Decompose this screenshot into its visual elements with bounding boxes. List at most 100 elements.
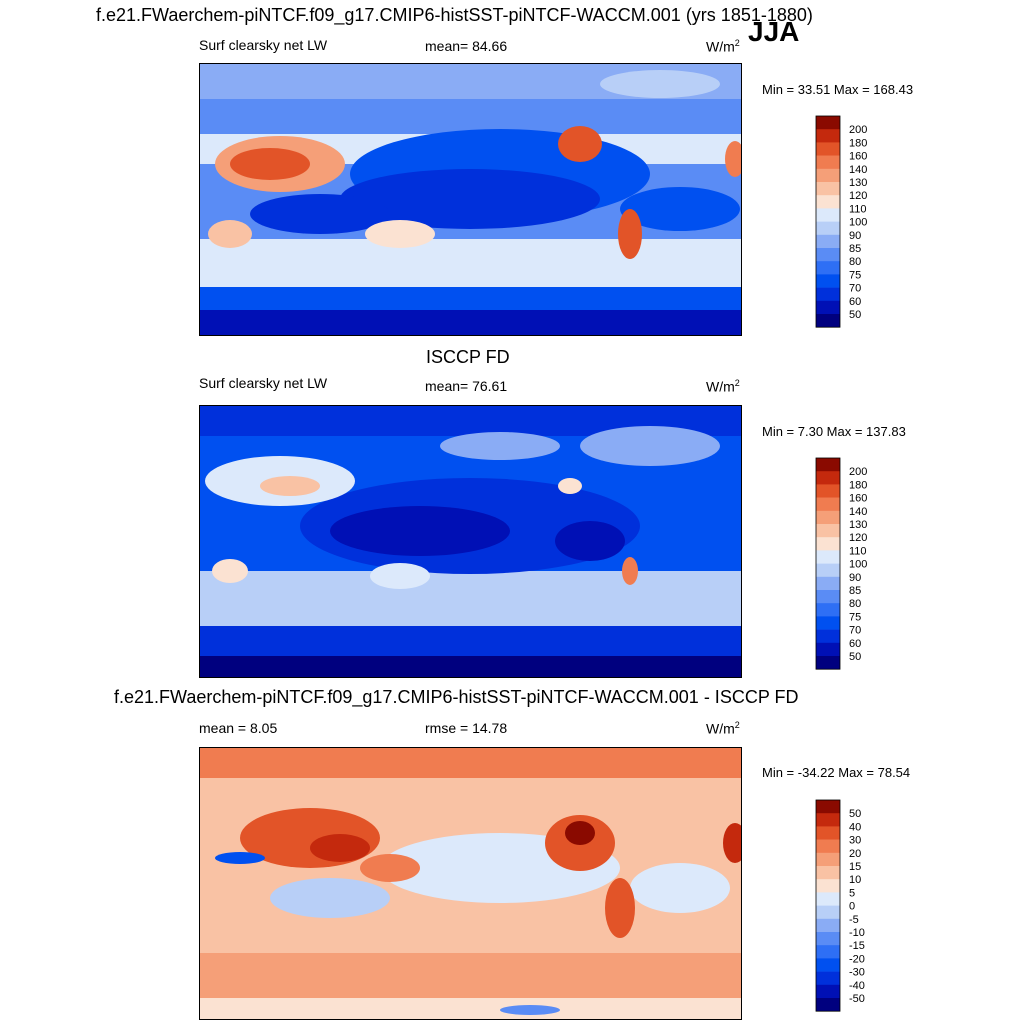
colorbar-tick-label: -15 (849, 940, 865, 952)
panel-3-rmse-label: rmse = 14.78 (425, 720, 508, 736)
colorbar-tick-label: 160 (849, 493, 867, 505)
colorbar-tick-label: 85 (849, 243, 861, 255)
colorbar-swatch (816, 656, 840, 670)
colorbar-swatch (816, 616, 840, 630)
colorbar-tick-label: 70 (849, 283, 861, 295)
colorbar-swatch (816, 984, 840, 999)
colorbar-tick-label: 130 (849, 519, 867, 531)
colorbar-tick-label: 75 (849, 611, 861, 623)
colorbar-tick-label: 200 (849, 466, 867, 478)
colorbar-swatch (816, 168, 840, 183)
colorbar-swatch (816, 261, 840, 275)
colorbar-swatch (816, 576, 840, 591)
colorbar-outline (815, 457, 841, 670)
colorbar-swatch (816, 866, 840, 880)
colorbar-swatch (816, 826, 840, 840)
colorbar-swatch (816, 524, 840, 538)
colorbar-swatch (816, 550, 840, 564)
panel-2-map (199, 405, 742, 678)
colorbar-swatch (816, 314, 840, 328)
colorbar-swatch (816, 603, 840, 617)
panel-3-mean-label: mean = 8.05 (199, 720, 278, 736)
colorbar-swatch (816, 287, 840, 302)
colorbar-swatch (816, 563, 840, 578)
colorbar-swatch (816, 300, 840, 315)
colorbar-outline (815, 799, 841, 1012)
colorbar-swatch (816, 471, 840, 485)
season-label: JJA (748, 16, 800, 47)
colorbar-tick-label: 60 (849, 296, 861, 308)
colorbar-tick-label: 70 (849, 625, 861, 637)
colorbar-swatch (816, 195, 840, 209)
colorbar-tick-label: 10 (849, 874, 861, 886)
colorbar-swatch (816, 918, 840, 933)
colorbar-tick-label: 160 (849, 151, 867, 163)
colorbar-swatch (816, 852, 840, 867)
colorbar-tick-label: 120 (849, 532, 867, 544)
colorbar-tick-label: 90 (849, 230, 861, 242)
colorbar-tick-label: 110 (849, 545, 867, 557)
colorbar-tick-label: 140 (849, 164, 867, 176)
colorbar-tick-label: -20 (849, 953, 865, 965)
panel-2-colorbar: 200 180 160 140 130 120 110 100 90 85 80 75 70 60 50 (815, 457, 896, 670)
panel-1-mean-label: mean= 84.66 (425, 38, 508, 54)
colorbar-tick-label: -40 (849, 980, 865, 992)
colorbar-swatch (816, 958, 840, 972)
colorbar-swatch (816, 458, 840, 472)
colorbar-tick-label: 40 (849, 821, 861, 833)
colorbar-swatch (816, 800, 840, 814)
colorbar-tick-label: 60 (849, 638, 861, 650)
panel-3-colorbar: 50 40 30 20 15 10 5 0 -5 -10 -15 -20 -30 -40 -50 (815, 799, 896, 1012)
colorbar-swatch (816, 590, 840, 604)
colorbar-tick-label: -5 (849, 914, 859, 926)
colorbar-tick-label: 85 (849, 585, 861, 597)
colorbar-tick-label: 120 (849, 190, 867, 202)
panel-1-title: f.e21.FWaerchem-piNTCF.f09_g17.CMIP6-his… (96, 5, 813, 25)
panel-2-min-max: Min = 7.30 Max = 137.83 (762, 424, 906, 439)
colorbar-swatch (816, 142, 840, 156)
colorbar-tick-label: -50 (849, 993, 865, 1005)
colorbar-tick-label: 110 (849, 203, 867, 215)
colorbar-swatch (816, 234, 840, 249)
colorbar-tick-label: 180 (849, 479, 867, 491)
colorbar-tick-label: 80 (849, 256, 861, 268)
colorbar-tick-label: -10 (849, 927, 865, 939)
colorbar-swatch (816, 248, 840, 262)
colorbar-swatch (816, 642, 840, 657)
colorbar-tick-label: 90 (849, 572, 861, 584)
colorbar-tick-label: 50 (849, 309, 861, 321)
panel-2-mean-label: mean= 76.61 (425, 378, 508, 394)
panel-1-map (199, 63, 742, 336)
colorbar-tick-label: -30 (849, 967, 865, 979)
colorbar-swatch (816, 221, 840, 236)
colorbar-swatch (816, 629, 840, 644)
colorbar-tick-label: 140 (849, 506, 867, 518)
colorbar-swatch (816, 892, 840, 906)
colorbar-swatch (816, 155, 840, 170)
colorbar-swatch (816, 879, 840, 893)
colorbar-tick-label: 30 (849, 835, 861, 847)
colorbar-tick-label: 75 (849, 269, 861, 281)
panel-2-title: ISCCP FD (426, 347, 510, 367)
colorbar-swatch (816, 484, 840, 498)
panel-3-map (199, 747, 742, 1020)
colorbar-tick-label: 100 (849, 217, 867, 229)
colorbar-tick-label: 5 (849, 887, 855, 899)
colorbar-tick-label: 80 (849, 598, 861, 610)
panel-2-variable-label: Surf clearsky net LW (199, 375, 328, 391)
colorbar-swatch (816, 945, 840, 959)
colorbar-swatch (816, 182, 840, 196)
colorbar-swatch (816, 839, 840, 854)
panel-1-min-max: Min = 33.51 Max = 168.43 (762, 82, 914, 97)
panel-1-variable-label: Surf clearsky net LW (199, 37, 328, 53)
colorbar-swatch (816, 208, 840, 222)
panel-2-units: W/m2 (706, 378, 740, 395)
colorbar-swatch (816, 274, 840, 288)
colorbar-tick-label: 100 (849, 559, 867, 571)
colorbar-tick-label: 50 (849, 808, 861, 820)
colorbar-outline (815, 115, 841, 328)
colorbar-tick-label: 50 (849, 651, 861, 663)
colorbar-swatch (816, 971, 840, 986)
colorbar-tick-label: 15 (849, 861, 861, 873)
panel-3-title: f.e21.FWaerchem-piNTCF.f09_g17.CMIP6-his… (114, 687, 799, 707)
